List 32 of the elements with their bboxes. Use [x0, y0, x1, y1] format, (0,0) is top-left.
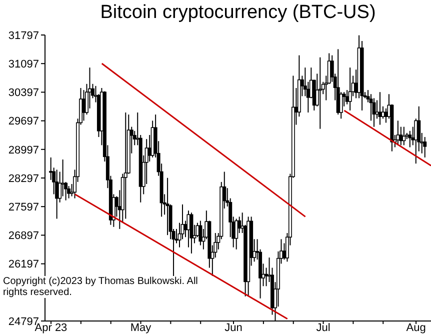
- x-tick-label: Aug: [406, 322, 426, 334]
- candlestick: [381, 106, 385, 120]
- y-tick-label: 26197: [8, 258, 39, 271]
- y-tick-label: 27597: [8, 202, 39, 214]
- candlestick: [375, 100, 379, 120]
- chart-title: Bitcoin cryptocurrency (BTC-US): [99, 2, 377, 24]
- candlestick: [198, 220, 202, 246]
- candlestick: [345, 90, 349, 105]
- candlestick: [378, 92, 382, 126]
- y-tick-label: 30397: [8, 87, 39, 100]
- y-tick-label: 28297: [8, 172, 39, 185]
- candlestick: [234, 218, 238, 250]
- candlestick: [124, 112, 128, 220]
- x-tick-label: May: [130, 322, 152, 334]
- candlestick: [423, 136, 427, 158]
- y-tick-label: 28997: [8, 144, 39, 156]
- y-tick-label: 31797: [8, 30, 39, 42]
- candlestick: [67, 186, 71, 199]
- annotation: Copyright (c)2023 by Thomas Bulkowski. All rights reserved.: [3, 276, 203, 298]
- candlestick: [348, 67, 352, 111]
- candlestick: [408, 130, 412, 148]
- candlestick: [190, 212, 194, 254]
- candlestick: [396, 120, 400, 146]
- x-tick-label: Apr 23: [34, 322, 68, 334]
- candlestick: [402, 126, 406, 146]
- x-tick-label: Jul: [316, 322, 330, 334]
- candlestick: [384, 108, 388, 124]
- y-tick-label: 26897: [8, 230, 39, 242]
- candlestick: [166, 177, 170, 236]
- y-tick-label: 29697: [8, 116, 39, 128]
- y-tick-label: 31097: [8, 58, 39, 71]
- x-tick-label: Jun: [224, 322, 242, 334]
